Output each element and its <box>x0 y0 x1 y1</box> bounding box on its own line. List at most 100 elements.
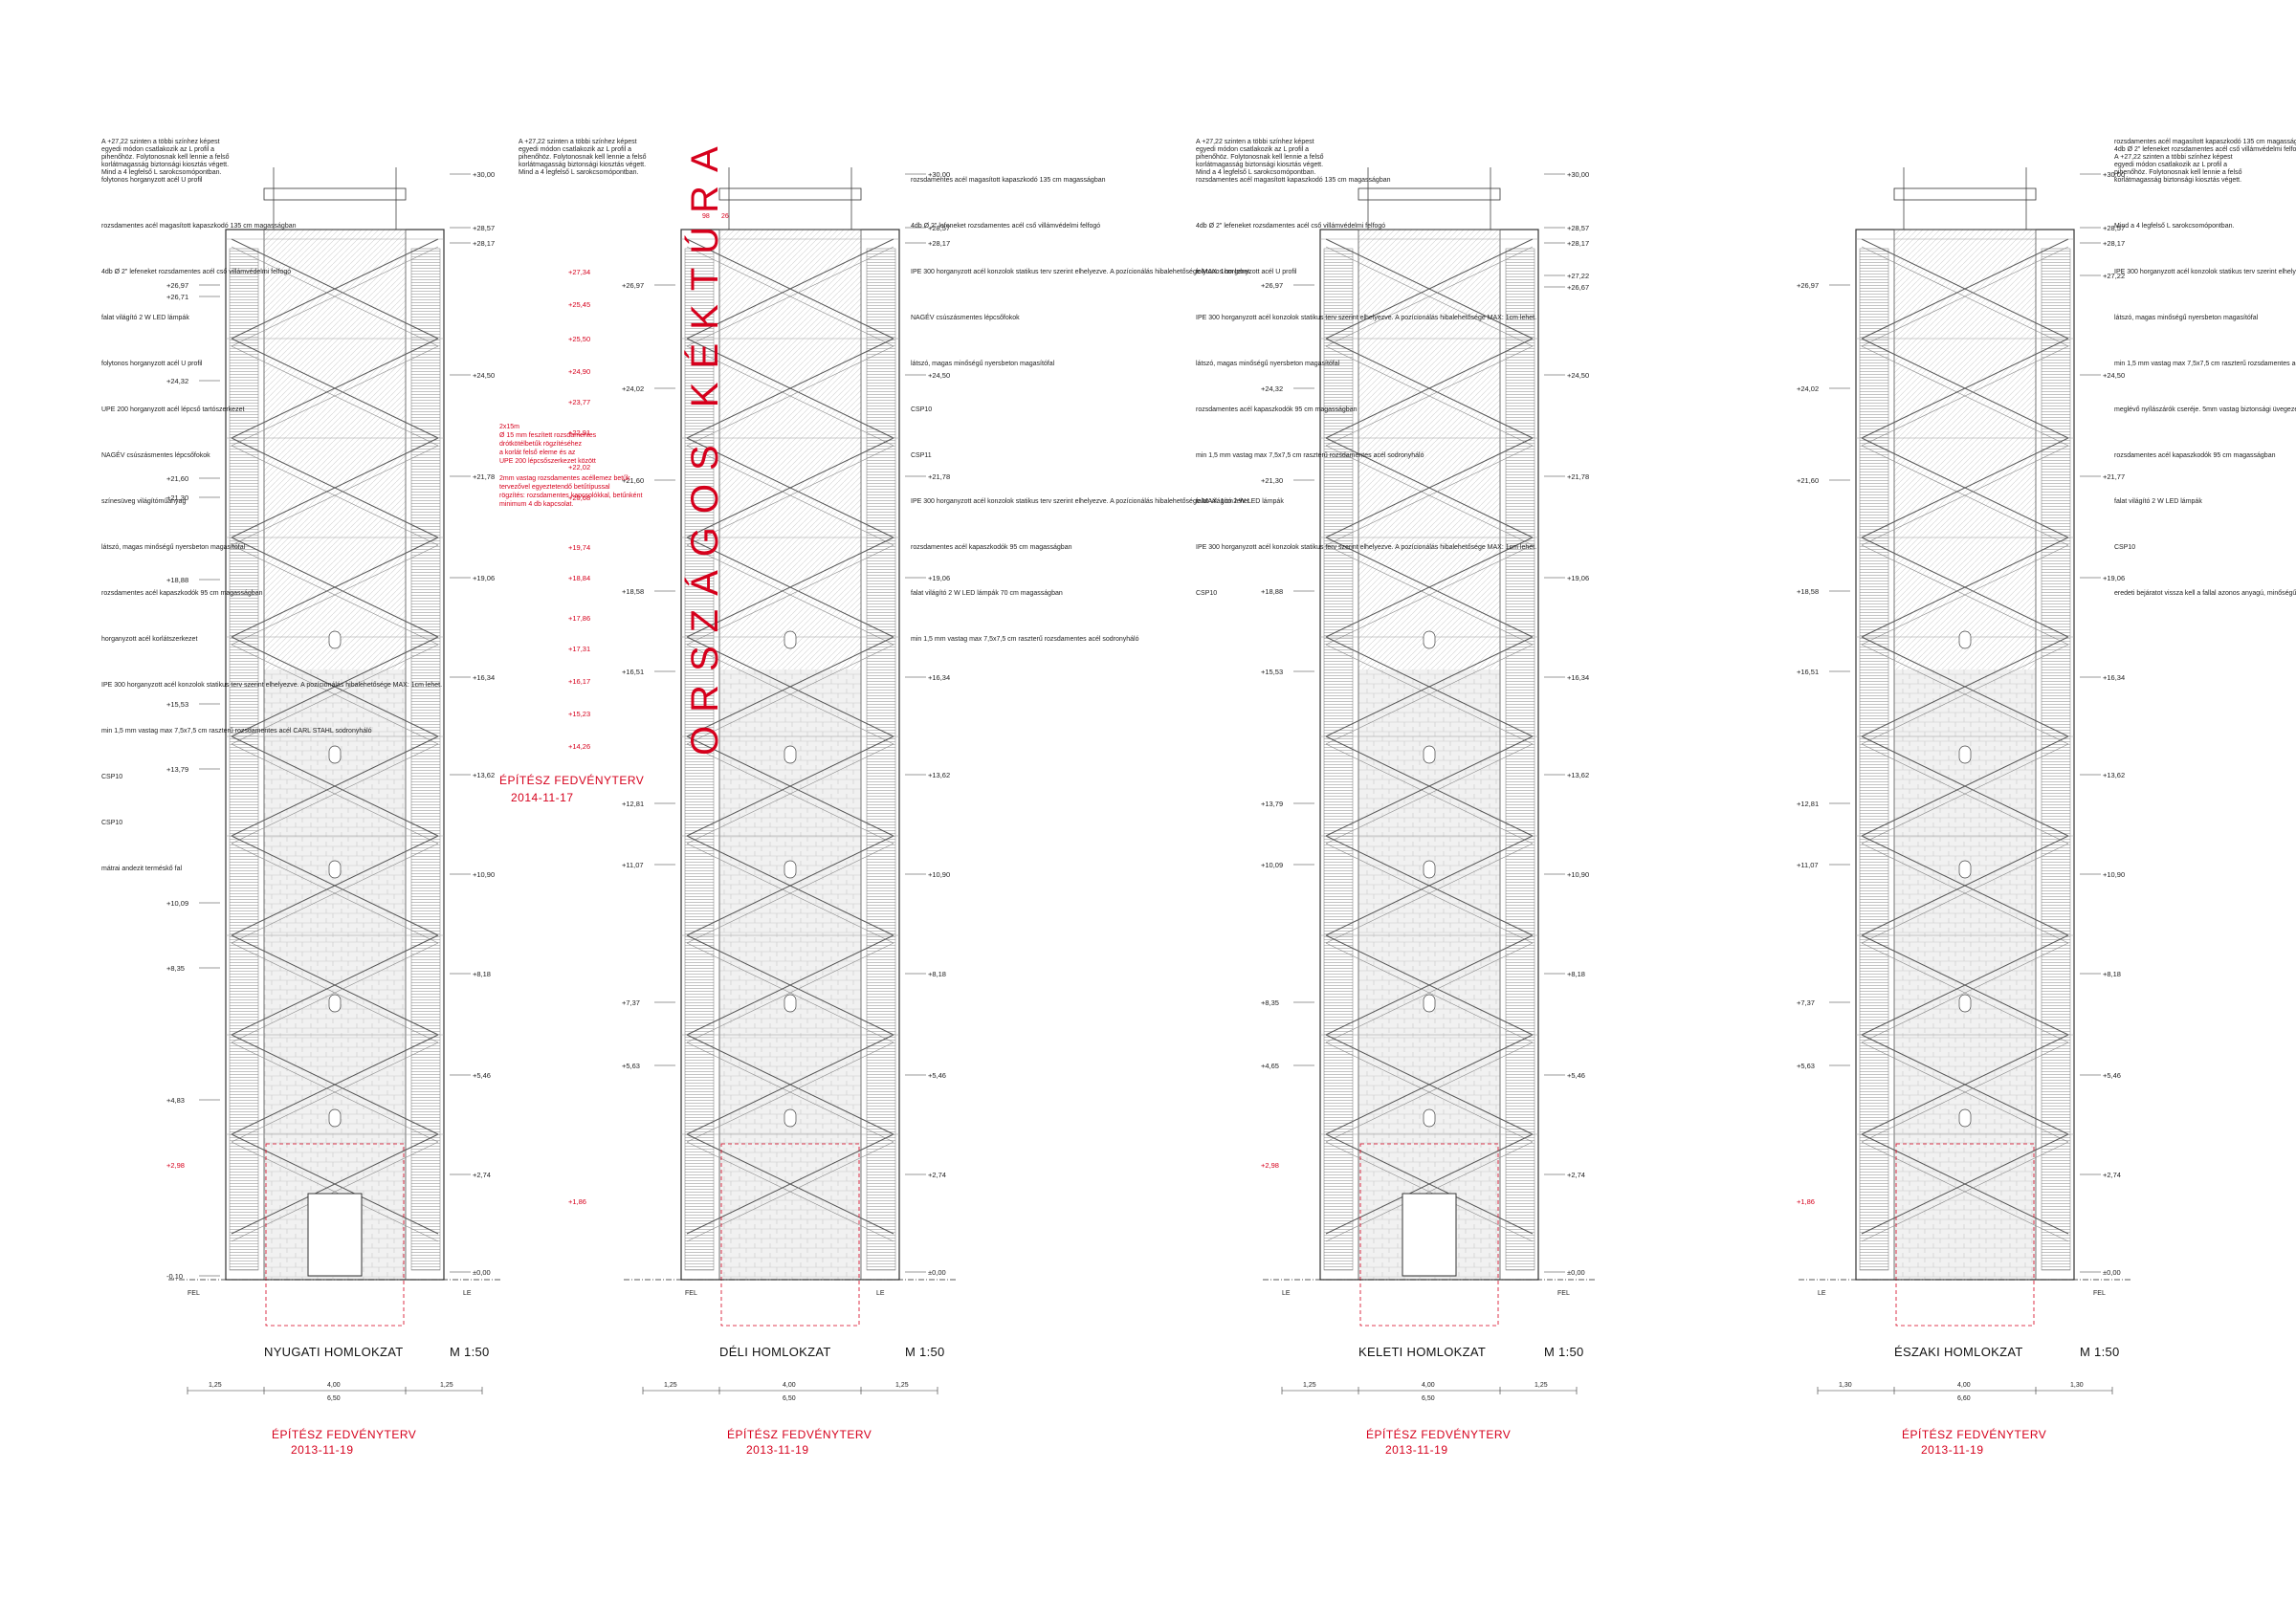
level-label-right: +16,34 <box>473 673 495 682</box>
level-label-right: ±0,00 <box>2103 1268 2121 1277</box>
stair-flight <box>1325 1042 1534 1143</box>
annotation-note: CSP10 <box>2114 544 2135 551</box>
mesh-area <box>264 230 406 669</box>
annotation-note: 4db Ø 2" lefeneket rozsdamentes acél cső… <box>1196 223 1385 230</box>
level-label-right: +13,62 <box>928 771 950 779</box>
level-label-right: +28,17 <box>928 239 950 248</box>
level-label-right: +16,34 <box>928 673 950 682</box>
level-label-left: +10,09 <box>1261 861 1283 869</box>
level-label-right: +13,62 <box>2103 771 2125 779</box>
wall-window <box>1423 630 1436 649</box>
dim-value: 1,25 <box>209 1382 222 1389</box>
level-label-left: +12,81 <box>622 800 644 808</box>
annotation-note: 4db Ø 2" lefeneket rozsdamentes acél cső… <box>2114 146 2296 153</box>
level-label-right: +30,00 <box>928 170 950 179</box>
stair-flight <box>1861 942 2069 1043</box>
wall-window <box>784 860 797 879</box>
stamp-title: ÉPÍTÉSZ FEDVÉNYTERV <box>727 1427 872 1441</box>
level-label-right: +30,00 <box>2103 170 2125 179</box>
stair-flight <box>231 246 439 347</box>
stair-flight <box>1861 345 2069 447</box>
dim-value: 6,60 <box>1957 1395 1971 1402</box>
stair-right <box>1505 248 1535 1271</box>
annotation-note: látszó, magas minőségű nyersbeton magasí… <box>911 361 1055 367</box>
wall-window <box>1958 745 1972 764</box>
level-label-left: +4,65 <box>1261 1062 1279 1070</box>
elevation-title: ÉSZAKI HOMLOKZAT <box>1894 1345 2023 1359</box>
level-label-right: +2,74 <box>2103 1171 2121 1179</box>
stair-flight <box>686 1042 894 1143</box>
bottom-label: LE <box>876 1290 885 1297</box>
annotation-note: folytonos horganyzott acél U profil <box>101 177 203 184</box>
red-note: 2mm vastag rozsdamentes acéllemez betűk <box>499 475 630 482</box>
annotation-note: falat világító 2 W LED lámpák <box>1196 498 1284 505</box>
red-note: drótkötélbetűk rögzítéséhez <box>499 441 582 448</box>
stair-flight <box>1325 544 1534 646</box>
level-label-right: +5,46 <box>1567 1071 1585 1080</box>
level-label-left-red: +18,84 <box>568 574 590 582</box>
annotation-note: folytonos horganyzott acél U profil <box>1196 269 1297 275</box>
level-label-right: +13,62 <box>473 771 495 779</box>
level-label-left: +16,51 <box>1797 668 1819 676</box>
level-label-right: +10,90 <box>473 870 495 879</box>
annotation-note: IPE 300 horganyzott acél konzolok statik… <box>1196 544 1536 551</box>
level-label-right: +8,18 <box>928 970 946 978</box>
stair-flight <box>231 537 439 638</box>
annotation-note: CSP10 <box>911 406 932 413</box>
dim-value: 4,00 <box>783 1382 796 1389</box>
stair-flight <box>1325 735 1534 837</box>
red-note: tervezővel egyeztetendő betűtípussal <box>499 484 610 491</box>
annotation-note: korlátmagasság biztonsági kiosztás véget… <box>519 162 646 168</box>
annotation-note: IPE 300 horganyzott acél konzolok statik… <box>911 498 1251 505</box>
stair-flight <box>686 246 894 347</box>
annotation-note: korlátmagasság biztonsági kiosztás véget… <box>2114 177 2241 184</box>
level-label-left: +12,81 <box>1797 800 1819 808</box>
elevation-title: NYUGATI HOMLOKZAT <box>264 1345 403 1359</box>
level-label-left: +24,32 <box>166 377 188 385</box>
wall-window <box>1423 745 1436 764</box>
stair-flight <box>231 942 439 1043</box>
annotation-note: A +27,22 szinten a többi színhez képest <box>519 139 637 145</box>
annotation-note: korlátmagasság biztonsági kiosztás véget… <box>1196 162 1323 168</box>
mesh-area <box>1894 230 2036 669</box>
level-label-left: +16,51 <box>622 668 644 676</box>
stair-flight <box>686 934 894 1036</box>
level-label-right: +28,57 <box>2103 224 2125 232</box>
bottom-label: LE <box>1282 1290 1291 1297</box>
annotation-note: IPE 300 horganyzott acél konzolok statik… <box>2114 269 2296 275</box>
level-label-left-red: +25,50 <box>568 335 590 343</box>
level-label-right: +21,78 <box>473 472 495 481</box>
level-label-left: +21,60 <box>622 476 644 485</box>
annotation-note: 4db Ø 2" lefeneket rozsdamentes acél cső… <box>911 223 1100 230</box>
annotation-note: IPE 300 horganyzott acél konzolok statik… <box>911 269 1251 275</box>
level-label-right: ±0,00 <box>473 1268 491 1277</box>
foundation-outline <box>720 1143 860 1327</box>
annotation-note: pihenőhöz. Folytonosnak kell lennie a fe… <box>101 154 230 161</box>
level-label-right: +30,00 <box>1567 170 1589 179</box>
stair-flight <box>1325 644 1534 745</box>
stair-flight <box>231 345 439 447</box>
stair-left <box>1323 248 1354 1271</box>
stair-flight <box>1861 437 2069 538</box>
level-label-right: +16,34 <box>1567 673 1589 682</box>
stair-flight <box>231 338 439 439</box>
level-label-left-red: +22,91 <box>568 428 590 437</box>
annotation-note: rozsdamentes acél kapaszkodók 95 cm maga… <box>2114 452 2276 459</box>
entrance-door <box>1402 1193 1457 1277</box>
stair-flight <box>231 1034 439 1135</box>
annotation-note: CSP11 <box>911 452 932 459</box>
dim-value: 1,25 <box>1303 1382 1316 1389</box>
level-label-right: +8,18 <box>473 970 491 978</box>
level-label-left: +15,53 <box>1261 668 1283 676</box>
stair-flight <box>1861 843 2069 944</box>
stair-flight <box>1861 238 2069 340</box>
foundation-outline <box>1895 1143 2035 1327</box>
stair-left <box>229 248 259 1271</box>
wall-window <box>1423 994 1436 1013</box>
stamp-date: 2013-11-19 <box>1921 1443 1984 1457</box>
level-label-left: +21,30 <box>166 493 188 502</box>
stair-flight <box>686 843 894 944</box>
stair-flight <box>686 636 894 737</box>
dim-value: 1,25 <box>895 1382 909 1389</box>
